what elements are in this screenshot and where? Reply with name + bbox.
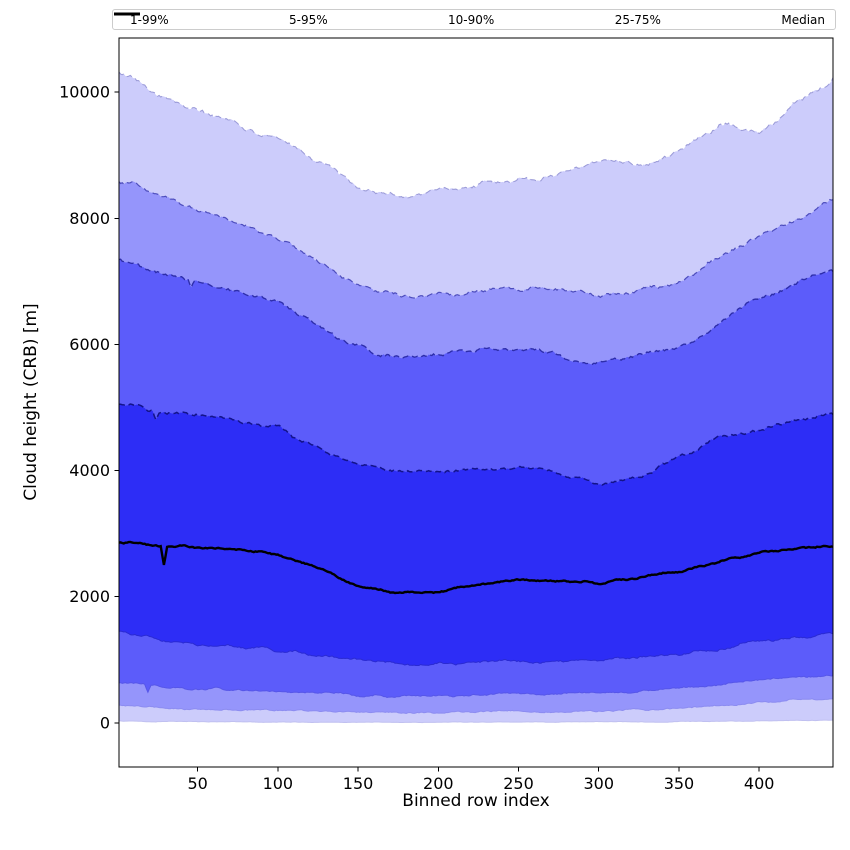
y-tick-label: 2000: [69, 587, 110, 606]
legend-label: 5-95%: [289, 12, 328, 27]
x-tick-label: 150: [343, 774, 374, 793]
lower-bound-line-25-75%: [119, 630, 833, 666]
x-tick-label: 250: [503, 774, 534, 793]
legend: 1-99% 5-95% 10-90% 25-75% Median: [112, 9, 836, 30]
legend-entry-median: Median: [114, 12, 825, 27]
legend-label: 1-99%: [130, 12, 169, 27]
legend-label: Median: [781, 12, 825, 27]
lower-bound-line-10-90%: [119, 674, 833, 699]
x-tick-label: 300: [583, 774, 614, 793]
axes-frame: [118, 37, 834, 768]
upper-percentile-line-1-99%: [119, 71, 833, 199]
lower-bound-line-5-95%: [119, 698, 833, 715]
y-tick-label: 4000: [69, 461, 110, 480]
legend-label: 25-75%: [614, 12, 661, 27]
legend-entry-10-90-: 10-90%: [114, 12, 495, 27]
x-tick-label: 200: [423, 774, 454, 793]
y-tick-label: 0: [100, 713, 110, 732]
y-tick-label: 8000: [69, 209, 110, 228]
upper-percentile-line-10-90%: [119, 258, 833, 365]
x-tick-label: 400: [744, 774, 775, 793]
legend-entry-25-75-: 25-75%: [114, 12, 661, 27]
y-tick-label: 10000: [59, 83, 110, 102]
upper-percentile-line-25-75%: [119, 403, 833, 486]
lower-bound-line-1-99%: [119, 719, 833, 724]
x-axis-label: Binned row index: [402, 791, 550, 811]
y-axis-label: Cloud height (CRB) [m]: [21, 303, 41, 501]
legend-entry-5-95-: 5-95%: [114, 12, 328, 27]
median-line: [119, 540, 833, 595]
y-tick-label: 6000: [69, 335, 110, 354]
legend-label: 10-90%: [448, 12, 495, 27]
upper-percentile-line-5-95%: [119, 180, 833, 300]
x-tick-label: 350: [664, 774, 695, 793]
x-tick-label: 50: [187, 774, 207, 793]
x-tick-label: 100: [263, 774, 294, 793]
band-fill-25-75%: [119, 404, 833, 666]
